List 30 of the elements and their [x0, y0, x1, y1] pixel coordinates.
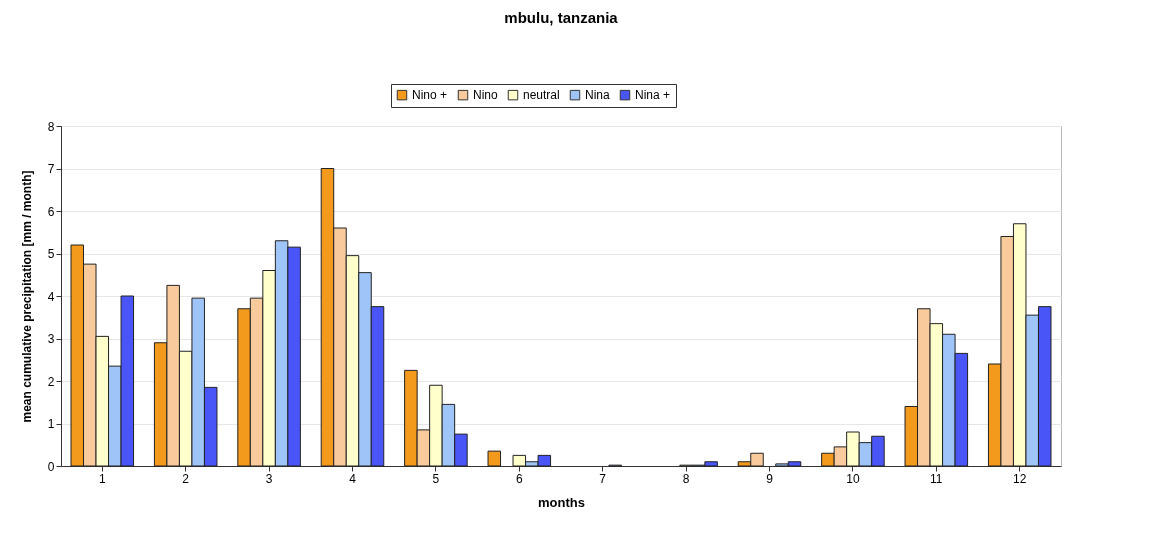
- x-tick-label: 8: [682, 471, 690, 486]
- x-tick-label: 11: [930, 471, 943, 486]
- y-tick-label: 0: [47, 459, 55, 474]
- x-axis-title: months: [538, 494, 585, 510]
- x-tick-label: 2: [182, 471, 190, 486]
- x-tick-label: 12: [1013, 471, 1027, 486]
- y-tick-label: 3: [47, 332, 55, 346]
- x-tick-label: 1: [98, 471, 106, 486]
- x-tick-label: 6: [515, 471, 523, 486]
- x-tick-label: 10: [846, 471, 860, 486]
- legend-label: Nina +: [635, 88, 671, 103]
- y-tick-label: 1: [47, 417, 55, 431]
- bar: [487, 450, 502, 467]
- legend-label: Nina: [585, 88, 611, 103]
- y-tick-label: 7: [47, 162, 55, 176]
- legend-label: Nino: [473, 88, 499, 103]
- x-tick-label: 5: [432, 471, 440, 486]
- x-tick-label: 9: [766, 471, 774, 486]
- y-axis-title: mean cumulative precipitation [mm / month]: [19, 170, 34, 423]
- x-tick-label: 7: [599, 471, 607, 486]
- x-tick-label: 3: [265, 471, 273, 486]
- y-tick-label: 2: [47, 374, 55, 389]
- y-tick-label: 6: [47, 204, 55, 219]
- chart-title: mbulu, tanzania: [504, 8, 619, 26]
- y-tick-label: 8: [47, 119, 55, 134]
- x-tick-label: 4: [349, 471, 357, 486]
- y-tick-label: 4: [47, 289, 55, 304]
- y-tick-label: 5: [47, 247, 55, 261]
- legend-label: Nino +: [412, 88, 448, 103]
- legend-label: neutral: [523, 88, 560, 103]
